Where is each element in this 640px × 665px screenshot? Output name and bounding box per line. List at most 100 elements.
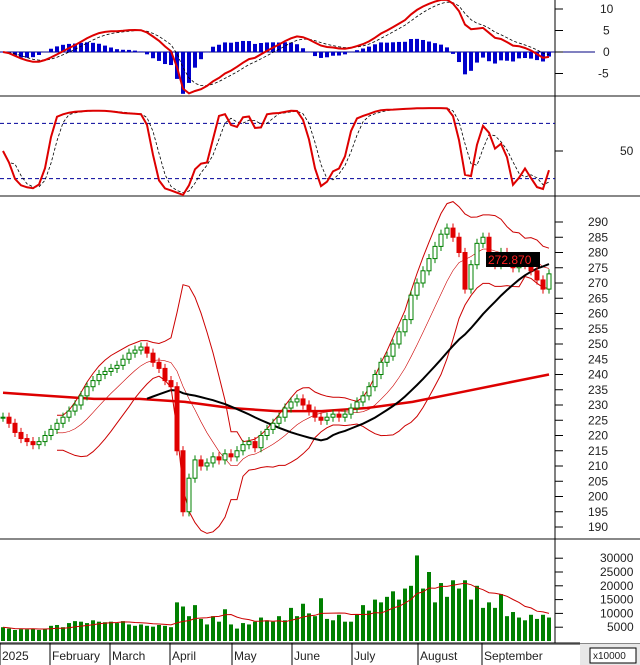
ma-long-line [2,373,550,413]
macd-histogram-bar [49,48,53,52]
macd-histogram-bar [85,42,89,52]
macd-histogram-bar [337,52,341,56]
candle-body [18,431,24,440]
volume-bar [169,627,173,641]
macd-histogram-bar [193,52,197,68]
candle-body [336,413,342,418]
macd-histogram-bar [73,43,77,52]
volume-bar [517,617,521,641]
candle-body [450,227,456,238]
macd-histogram-bar [199,52,203,60]
price-tick-label: 210 [588,459,608,473]
volume-bar [37,629,41,641]
macd-histogram-bar [181,52,185,94]
candle-body [360,395,366,403]
candle-body [468,264,474,290]
macd-histogram-bar [493,52,497,64]
candle-body [318,416,324,421]
candle-body [462,252,468,290]
macd-histogram-bar [325,52,329,58]
candle-body [432,245,438,260]
candle-body [42,435,48,443]
volume-bar [115,623,119,641]
macd-tick-label: 0 [603,45,610,59]
candle-body [84,386,90,397]
volume-bar [43,629,47,641]
macd-histogram-bar [163,52,167,65]
last-price-text: 272.870 [488,253,532,267]
macd-histogram-bar [433,43,437,52]
candle-body [204,462,210,467]
volume-bar [409,585,413,641]
macd-histogram-bar [259,42,263,52]
volume-bar [103,622,107,641]
price-tick-label: 235 [588,383,608,397]
candle-body [186,477,192,513]
price-tick-label: 260 [588,307,608,321]
volume-bar [415,555,419,641]
candle-body [534,270,540,281]
candle-body [150,352,156,363]
candle-body [180,450,186,513]
month-label: August [420,649,458,663]
volume-bar [247,624,251,641]
candle-body [48,428,54,436]
volume-bar [487,602,491,641]
candle-body [222,453,228,461]
macd-histogram-bar [25,52,29,58]
candle-body [36,441,42,446]
macd-histogram-bar [523,52,527,59]
price-tick-label: 225 [588,413,608,427]
volume-bar [145,625,149,641]
macd-histogram-bar [505,52,509,61]
candle-body [138,346,144,351]
macd-histogram-bar [283,42,287,52]
price-tick-label: 270 [588,276,608,290]
price-tick-label: 205 [588,474,608,488]
macd-histogram-bar [157,52,161,61]
volume-bar [289,607,293,641]
macd-histogram-bar [409,39,413,52]
macd-histogram-bar [535,52,539,61]
macd-histogram-bar [511,52,515,62]
volume-bar [211,616,215,641]
candle-body [276,416,282,424]
volume-bar [343,621,347,641]
volume-bar [331,620,335,641]
volume-bar [373,599,377,641]
price-tick-label: 240 [588,368,608,382]
volume-tick-label: 5000 [607,620,634,634]
volume-bar [535,618,539,641]
volume-bar [367,610,371,641]
candle-body [174,386,180,452]
candle-body [120,358,126,366]
volume-bar [19,629,23,641]
volume-bar [31,628,35,641]
candle-body [474,242,480,266]
volume-bar [235,628,239,641]
volume-bar [259,617,263,641]
volume-bar [439,583,443,641]
candle-body [210,456,216,464]
macd-histogram-bar [133,50,137,52]
volume-bar [265,620,269,641]
candle-body [384,355,390,363]
volume-bar [79,621,83,641]
macd-histogram-bar [187,52,191,83]
volume-tick-label: 10000 [600,606,634,620]
candle-body [408,294,414,321]
macd-histogram-bar [97,43,101,52]
volume-bar [139,624,143,641]
candle-body [378,361,384,375]
candle-body [258,435,264,449]
candle-body [282,407,288,418]
period-label: x10000 [593,651,626,662]
candle-body [414,282,420,296]
price-tick-label: 215 [588,444,608,458]
candle-body [288,401,294,409]
macd-histogram-bar [403,41,407,52]
candle-body [228,453,234,458]
volume-bar [379,602,383,641]
price-tick-label: 285 [588,230,608,244]
